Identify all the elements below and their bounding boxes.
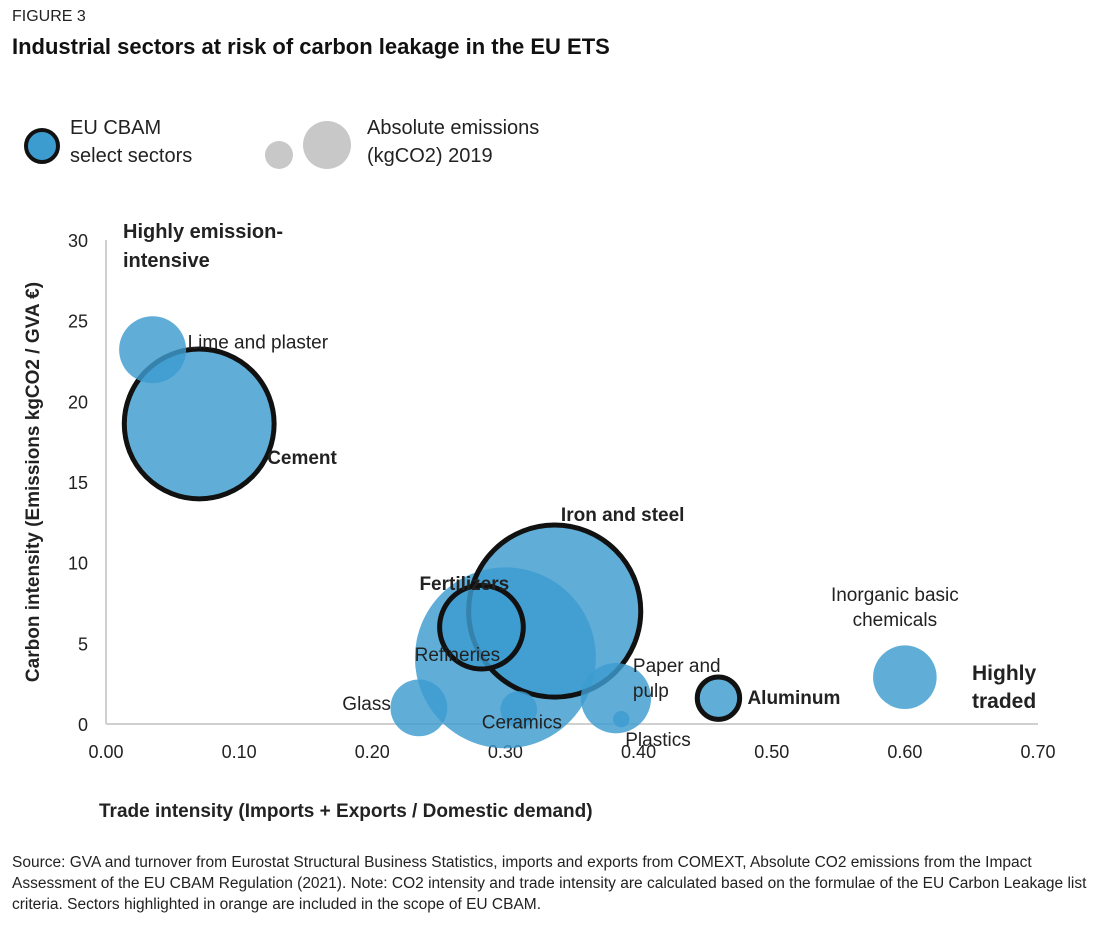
y-tick-label: 25 — [68, 312, 88, 332]
x-tick-label: 0.70 — [1020, 742, 1055, 762]
x-tick-label: 0.50 — [754, 742, 789, 762]
bubble-ceramics — [500, 691, 538, 728]
bubble-label-glass: Glass — [342, 694, 391, 715]
y-tick-label: 10 — [68, 554, 88, 574]
bubble-paper-and-pulp — [580, 663, 652, 734]
source-note: Source: GVA and turnover from Eurostat S… — [12, 854, 1087, 913]
x-axis-title: Trade intensity (Imports + Exports / Dom… — [99, 801, 593, 822]
corner-label-bottom-right-line1: Highly — [972, 662, 1036, 685]
x-tick-label: 0.10 — [222, 742, 257, 762]
bubble-label-plastics: Plastics — [625, 730, 690, 751]
y-tick-label: 20 — [68, 392, 88, 412]
bubbles — [119, 316, 937, 749]
bubble-cement — [121, 346, 277, 502]
corner-label-top-left-line1: Highly emission- — [123, 221, 283, 243]
bubble-glass — [390, 679, 448, 737]
bubble-plastics — [613, 710, 630, 728]
y-ticks: 0 5 10 15 20 25 30 — [68, 231, 88, 735]
x-tick-label: 0.40 — [621, 742, 656, 762]
legend-cbam-label-line2: select sectors — [70, 145, 192, 167]
corner-label-top-left-line2: intensive — [123, 250, 210, 272]
bubble-label-refineries: Refineries — [415, 645, 501, 666]
legend-size-label-line1: Absolute emissions — [367, 117, 539, 139]
y-tick-label: 15 — [68, 473, 88, 493]
bubble-label-iron-and-steel: Iron and steel — [561, 505, 685, 526]
legend-cbam-marker — [24, 128, 60, 164]
y-tick-label: 5 — [78, 634, 88, 654]
legend-size-label-line2: (kgCO2) 2019 — [367, 145, 493, 167]
bubble-aluminum — [694, 674, 743, 722]
y-tick-label: 0 — [78, 715, 88, 735]
bubble-label-ceramics: Ceramics — [482, 712, 562, 733]
bubble-label-paper-and-pulp: Paper and pulp — [633, 656, 721, 702]
bubble-label-fertilizers: Fertilizers — [419, 574, 509, 595]
x-tick-label: 0.20 — [355, 742, 390, 762]
x-tick-label: 0.00 — [88, 742, 123, 762]
y-tick-label: 30 — [68, 231, 88, 251]
bubble-label-cement: Cement — [267, 448, 337, 469]
figure-label: FIGURE 3 — [12, 8, 86, 25]
corner-label-bottom-right-line2: traded — [972, 690, 1036, 713]
bubble-fertilizers — [437, 582, 526, 672]
y-axis-title: Carbon intensity (Emissions kgCO2 / GVA … — [23, 282, 44, 682]
x-tick-label: 0.60 — [887, 742, 922, 762]
chart-title: Industrial sectors at risk of carbon lea… — [12, 34, 610, 59]
x-ticks: 0.00 0.10 0.20 0.30 0.40 0.50 0.60 0.70 — [88, 742, 1055, 762]
bubble-label-lime-and-plaster: Lime and plaster — [188, 333, 329, 354]
legend-cbam-label-line1: EU CBAM — [70, 117, 161, 139]
bubble-inorganic-basic-chemicals — [873, 645, 937, 709]
bubble-labels: Lime and plaster Cement Refineries Iron and… — [188, 333, 959, 751]
bubble-label-aluminum: Aluminum — [747, 688, 840, 709]
bubble-lime-and-plaster — [119, 316, 187, 384]
legend-size-large-marker — [303, 121, 351, 169]
legend-size-small-marker — [265, 141, 293, 169]
bubble-label-inorganic-basic-chemicals: Inorganic basic chemicals — [831, 585, 959, 631]
